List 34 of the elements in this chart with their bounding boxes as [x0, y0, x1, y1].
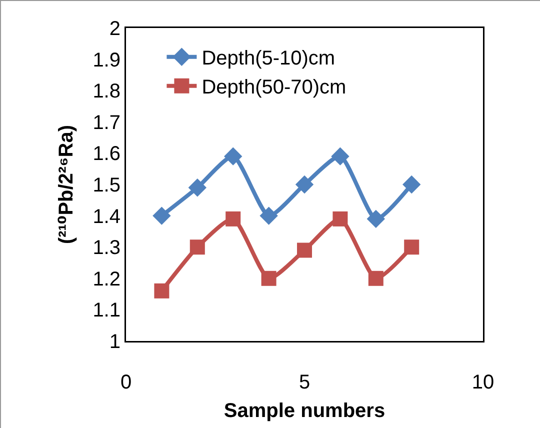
point — [332, 211, 348, 226]
y-tick-label: 1.6 — [92, 143, 120, 166]
point — [261, 270, 276, 286]
x-tick-label: 5 — [298, 372, 310, 394]
y-tick-label: 1.5 — [92, 174, 120, 196]
y-axis-title: (²¹⁰Pb/2²⁶Ra) — [55, 124, 78, 244]
point — [366, 210, 385, 228]
x-tick-label: 0 — [120, 372, 132, 394]
x-axis-title: Sample numbers — [224, 400, 386, 422]
point — [402, 175, 421, 194]
point — [188, 178, 206, 197]
legend-label: Depth(5-10)cm — [202, 48, 336, 70]
x-tick-label: 10 — [472, 372, 494, 394]
point — [154, 283, 170, 298]
legend-label: Depth(50-70)cm — [202, 76, 346, 99]
point — [368, 270, 384, 286]
y-tick-label: 1.1 — [92, 300, 120, 322]
point — [297, 242, 312, 258]
y-tick-label: 1.7 — [92, 112, 120, 134]
point — [224, 147, 242, 166]
point — [331, 147, 350, 166]
y-tick-label: 1.4 — [92, 206, 120, 228]
y-tick-label: 1.8 — [92, 80, 120, 103]
point — [295, 175, 314, 194]
y-tick-label: 1.9 — [92, 49, 120, 72]
point — [226, 211, 241, 226]
point — [404, 240, 420, 255]
point — [190, 240, 205, 255]
y-tick-label: 2 — [109, 18, 120, 40]
y-tick-label: 1.2 — [92, 268, 120, 290]
point — [152, 206, 171, 225]
point — [260, 206, 278, 225]
y-tick-label: 1 — [109, 331, 120, 353]
y-tick-label: 1.3 — [92, 237, 120, 260]
